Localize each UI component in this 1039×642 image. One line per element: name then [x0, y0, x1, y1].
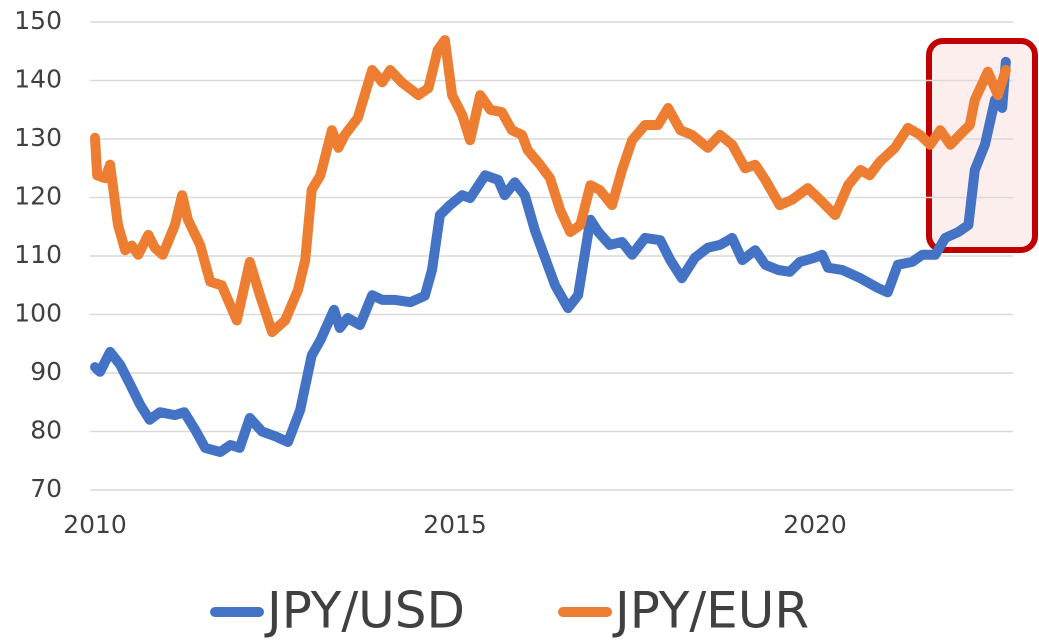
y-tick-label: 110 [14, 240, 62, 269]
y-tick-label: 140 [14, 65, 62, 94]
x-tick-label: 2020 [783, 510, 847, 539]
series-line [90, 35, 1011, 337]
grid [90, 21, 1013, 491]
y-tick-label: 120 [14, 182, 62, 211]
y-tick-label: 70 [30, 474, 62, 503]
y-tick-label: 90 [30, 357, 62, 386]
x-tick-label: 2015 [423, 510, 487, 539]
y-tick-label: 130 [14, 123, 62, 152]
y-tick-label: 80 [30, 416, 62, 445]
lines [90, 35, 1011, 457]
x-tick-label: 2010 [63, 510, 127, 539]
y-tick-label: 150 [14, 6, 62, 35]
labels: 70 80 90 100 110 120 130 140 150 2010 2015 2020 JPY/… [14, 6, 847, 640]
legend-label: JPY/USD [264, 582, 465, 640]
y-tick-label: 100 [14, 299, 62, 328]
legend-label: JPY/EUR [612, 582, 809, 640]
series-line [90, 56, 1011, 457]
